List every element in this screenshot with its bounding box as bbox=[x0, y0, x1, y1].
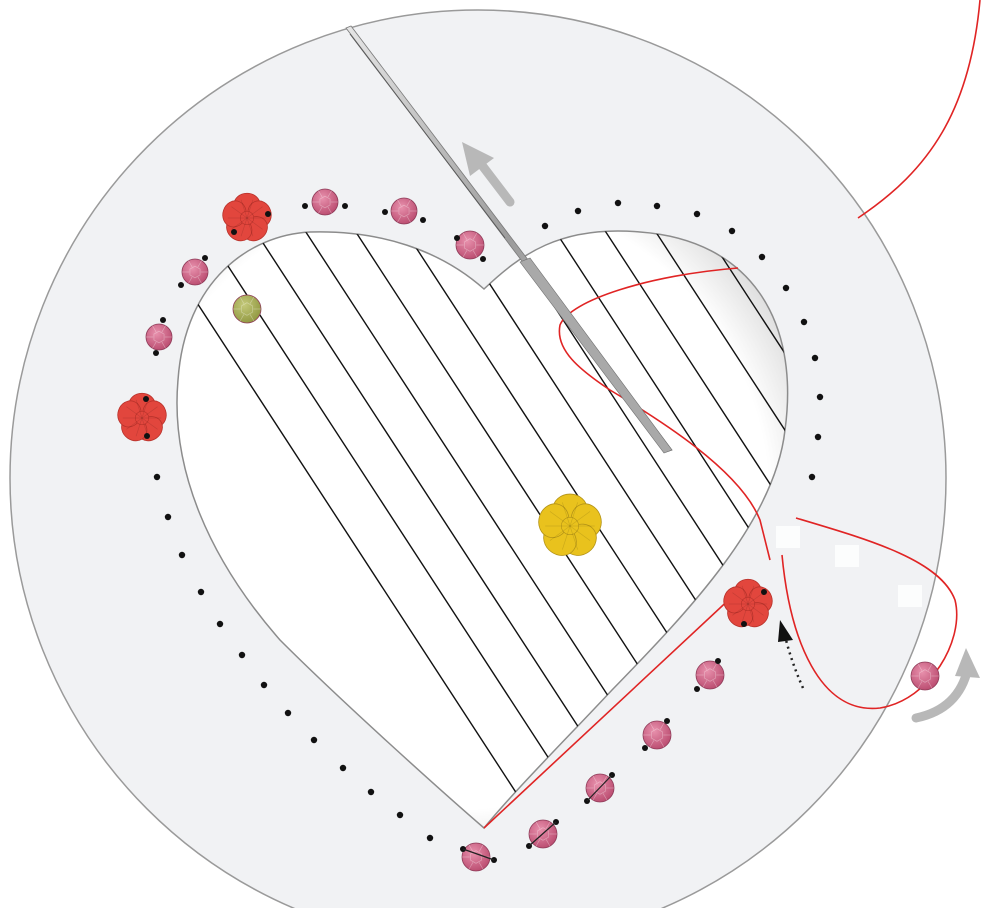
direction-arrow-icon bbox=[462, 142, 515, 207]
stitch-hole bbox=[758, 253, 766, 261]
stitch-hole bbox=[614, 199, 622, 207]
string-line bbox=[634, 230, 788, 828]
marker-square bbox=[835, 545, 859, 567]
stitch-hole bbox=[782, 284, 790, 292]
string-line bbox=[434, 230, 788, 828]
stitch-hole bbox=[814, 433, 822, 441]
round-bead-icon bbox=[232, 294, 262, 324]
round-bead-icon bbox=[145, 317, 173, 356]
stitch-hole bbox=[178, 551, 186, 559]
stitch-hole bbox=[728, 227, 736, 235]
round-bead-icon bbox=[694, 658, 725, 692]
stitch-hole bbox=[396, 811, 404, 819]
round-bead-icon bbox=[178, 255, 209, 288]
round-bead-icon bbox=[910, 661, 940, 691]
stitch-hole bbox=[238, 651, 246, 659]
needle-icon bbox=[345, 25, 673, 454]
dotted-arrow-icon bbox=[778, 620, 805, 689]
stitch-hole bbox=[216, 620, 224, 628]
stitch-hole bbox=[284, 709, 292, 717]
stitch-hole bbox=[800, 318, 808, 326]
round-bead-icon bbox=[382, 197, 426, 225]
string-line bbox=[584, 230, 788, 828]
red-thread-edge bbox=[483, 579, 751, 829]
stitch-holes bbox=[153, 199, 824, 842]
marker-square bbox=[776, 526, 800, 548]
string-line bbox=[176, 230, 561, 828]
round-bead-icon bbox=[642, 718, 672, 751]
flower-bead-icon bbox=[117, 392, 167, 442]
stitch-hole bbox=[693, 210, 701, 218]
stitch-hole bbox=[153, 473, 161, 481]
beads bbox=[117, 188, 940, 872]
stitch-hole bbox=[310, 736, 318, 744]
marker-square bbox=[898, 585, 922, 607]
stitch-hole bbox=[816, 393, 824, 401]
stitch-hole bbox=[811, 354, 819, 362]
stitch-hole bbox=[808, 473, 816, 481]
round-bead-icon bbox=[460, 842, 497, 872]
stitch-hole bbox=[653, 202, 661, 210]
stitch-hole bbox=[339, 764, 347, 772]
red-thread-loop bbox=[558, 267, 771, 561]
round-bead-icon bbox=[454, 230, 486, 262]
stitch-hole bbox=[164, 513, 172, 521]
stitch-hole bbox=[260, 681, 268, 689]
stitch-hole bbox=[426, 834, 434, 842]
red-thread-tail bbox=[857, 0, 981, 219]
round-bead-icon bbox=[302, 188, 348, 216]
string-line bbox=[684, 230, 788, 828]
flower-bead-icon bbox=[723, 578, 773, 628]
stitch-hole bbox=[367, 788, 375, 796]
stitch-hole bbox=[574, 207, 582, 215]
flower-bead-icon bbox=[538, 493, 602, 556]
bead-thread bbox=[462, 774, 613, 861]
flower-bead-icon bbox=[222, 192, 272, 242]
stitch-hole bbox=[197, 588, 205, 596]
stitch-hole bbox=[541, 222, 549, 230]
curved-arrow-icon bbox=[911, 648, 980, 723]
